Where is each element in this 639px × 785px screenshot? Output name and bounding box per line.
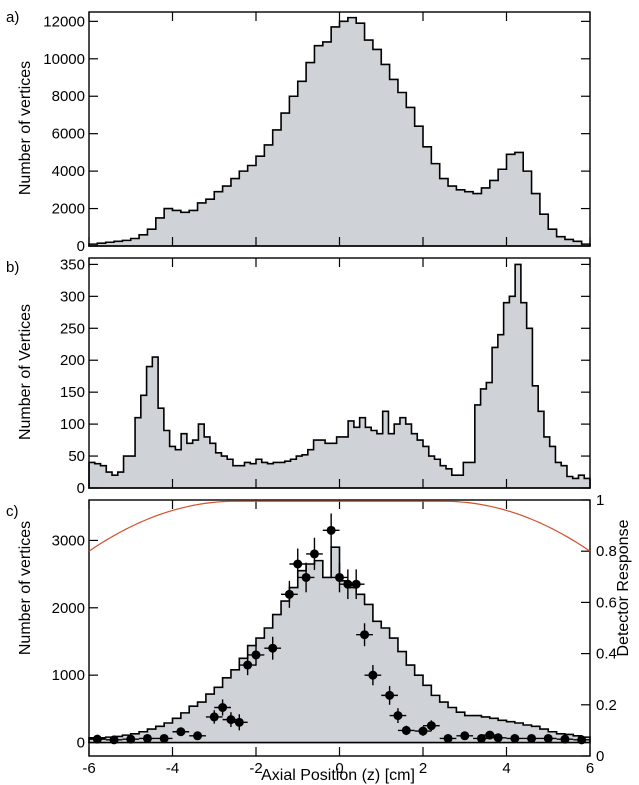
panel-c-label: c) [6,503,19,520]
panel-c-data-point [326,525,336,535]
panel-c-data-point [126,734,136,744]
panel-c-data-point [193,731,203,741]
panel-c-xtick-label: 0 [335,760,343,777]
panel-c-data-point [385,690,395,700]
panel-c-data-point [426,721,436,731]
panel-c-data-point [393,711,403,721]
panel-a-plot: 0 2000 4000 6000 8000 10000 12000 [43,11,591,255]
panel-c-data-point [234,717,244,727]
panel-a-ytick-label: 10000 [43,51,85,68]
panel-b: b) Number of Vertices 0 50 100 150 200 250 300… [6,256,591,497]
panel-c-xtick-label: -6 [82,760,95,777]
panel-c-xtick-label: 2 [419,760,427,777]
panel-c-data-point [560,734,570,744]
panel-c-data-point [251,650,261,660]
panel-b-plot: 0 50 100 150 200 250 300 350 [60,256,591,497]
panel-a-ytick-label: 6000 [52,126,85,143]
panel-b-ytick-label: 100 [60,416,85,433]
panel-c-y2label: Detector Response [615,519,632,656]
panel-b-label: b) [6,259,19,276]
panel-c-xtick-label: 4 [502,760,510,777]
panel-c-ytick-label: 3000 [52,532,85,549]
panel-b-ytick-label: 250 [60,320,85,337]
panel-c-data-point [176,727,186,737]
panel-a-ytick-label: 8000 [52,88,85,105]
panel-c-data-point [476,733,486,743]
panel-c-data-point [368,670,378,680]
panel-c-data-point [92,734,102,744]
panel-b-ylabel: Number of Vertices [17,304,34,440]
panel-b-ytick-label: 200 [60,352,85,369]
panel-c-response-curve [88,500,591,552]
panel-b-ytick-label: 0 [77,480,85,497]
panel-a-ytick-label: 12000 [43,13,85,30]
panel-a: a) Number of vertices 0 2000 4000 6000 8000 1… [6,9,591,255]
panel-c-data-point [284,589,294,599]
panel-c-data-point [309,549,319,559]
panel-c-data-point [460,731,470,741]
panel-c-ytick-label: 0 [77,735,85,752]
panel-c-data-point [159,733,169,743]
panel-a-ytick-label: 2000 [52,201,85,218]
panel-c-data-point [218,702,228,712]
panel-c-data-point [351,579,361,589]
panel-c-data-point [360,630,370,640]
panel-a-histogram [88,16,591,247]
panel-c-y2tick-label: 1 [596,492,604,509]
panel-a-ytick-label: 4000 [52,163,85,180]
panel-c-data-point [209,712,219,722]
panel-c-data-point [401,725,411,735]
panel-c-data-point [243,660,253,670]
panel-b-ytick-label: 50 [68,448,85,465]
panel-c-ytick-label: 2000 [52,600,85,617]
panel-c-data-point [577,735,587,745]
panel-a-ytick-label: 0 [77,238,85,255]
panel-a-label: a) [6,9,19,26]
panel-b-ytick-label: 150 [60,384,85,401]
panel-b-ytick-label: 350 [60,256,85,273]
panel-c-data-point [527,733,537,743]
panel-b-histogram [88,263,591,489]
panel-c: c) Number of vertices Detector Response … [6,492,632,784]
panel-c-data-point [418,726,428,736]
panel-c-data-point [268,643,278,653]
panel-a-ylabel: Number of vertices [17,61,34,195]
panel-c-data-point [109,735,119,745]
panel-c-ylabel: Number of vertices [17,521,34,655]
panel-c-data-point [142,733,152,743]
panel-c-data-point [335,572,344,582]
panel-c-data-point [543,733,553,743]
panel-b-ytick-label: 300 [60,288,85,305]
panel-c-data-point [301,572,311,582]
panel-c-data-point [293,559,303,569]
panel-c-y2tick-label: 0.6 [596,594,617,611]
panel-c-data-point [510,733,520,743]
panel-c-xtick-label: -4 [166,760,179,777]
panel-c-xtick-label: -2 [249,760,262,777]
panel-c-xlabel: Axial Position (z) [cm] [261,767,415,784]
panel-c-xtick-label: 6 [586,760,594,777]
panel-c-y2tick-label: 0.8 [596,543,617,560]
panel-c-data-point [443,733,453,743]
panel-c-y2tick-label: 0 [596,748,604,765]
panel-c-ytick-label: 1000 [52,667,85,684]
panel-c-data-point [493,733,503,743]
panel-c-y2tick-label: 0.2 [596,697,617,714]
panel-c-y2tick-label: 0.4 [596,646,617,663]
